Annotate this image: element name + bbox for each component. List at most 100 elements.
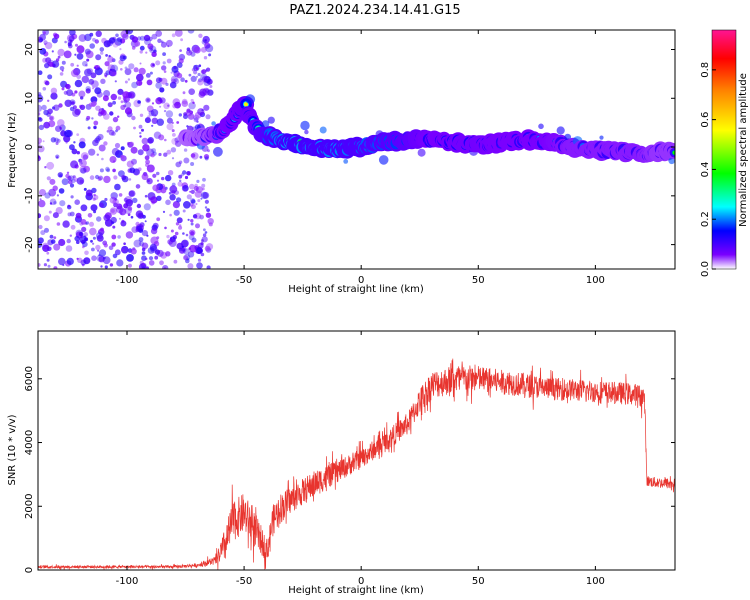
noise-speck [181, 245, 185, 249]
noise-speck [126, 254, 134, 262]
noise-speck [130, 248, 137, 255]
figure-title: PAZ1.2024.234.14.41.G15 [289, 3, 460, 18]
noise-speck [121, 248, 125, 253]
noise-speck [50, 87, 58, 95]
noise-speck [95, 174, 100, 180]
noise-speck [70, 62, 75, 67]
noise-speck [104, 72, 108, 77]
noise-speck [100, 265, 103, 268]
noise-speck [180, 38, 184, 42]
noise-speck [55, 125, 62, 132]
noise-speck [192, 214, 198, 219]
noise-speck [166, 58, 172, 64]
noise-speck [172, 201, 180, 209]
noise-speck [196, 179, 200, 183]
snr-y-label: SNR (10 * v/v) [7, 414, 18, 485]
noise-speck [83, 187, 87, 191]
noise-speck [52, 212, 59, 219]
noise-speck [120, 100, 124, 104]
noise-speck [145, 97, 151, 103]
noise-speck [91, 117, 94, 120]
snr-x-ticks: -100 -50 0 50 100 [116, 331, 605, 587]
noise-speck [117, 96, 122, 100]
noise-speck [188, 247, 191, 250]
ridge-speck [668, 157, 675, 165]
noise-speck [190, 75, 197, 82]
spectrogram-y-ticks: -20 -10 0 10 20 [24, 43, 675, 253]
noise-speck [186, 125, 189, 128]
noise-speck [167, 45, 170, 48]
ridge-speck [538, 123, 544, 130]
noise-speck [56, 222, 61, 226]
ridge-speck [599, 135, 604, 140]
noise-speck [200, 252, 205, 257]
noise-speck [98, 144, 106, 152]
noise-speck [52, 185, 58, 191]
noise-speck [132, 197, 138, 204]
noise-speck [186, 194, 192, 200]
noise-speck [190, 219, 194, 223]
noise-speck [69, 211, 75, 217]
noise-speck [43, 215, 50, 222]
noise-speck [76, 257, 79, 260]
noise-speck [204, 231, 208, 234]
noise-speck [46, 176, 51, 181]
noise-speck [196, 120, 199, 123]
noise-speck [92, 197, 96, 201]
noise-speck [91, 247, 95, 252]
noise-speck [38, 70, 43, 75]
noise-speck [67, 204, 71, 208]
noise-speck [44, 227, 49, 233]
noise-speck [104, 265, 108, 269]
noise-speck [191, 152, 199, 160]
noise-speck [74, 90, 78, 94]
noise-speck [139, 131, 142, 135]
noise-speck [195, 223, 200, 229]
noise-speck [185, 233, 189, 237]
noise-speck [74, 235, 80, 242]
noise-speck [139, 35, 145, 41]
noise-speck [110, 216, 117, 224]
noise-speck [163, 70, 167, 73]
noise-speck [204, 245, 211, 252]
noise-speck [148, 260, 155, 266]
noise-speck [57, 119, 65, 127]
noise-speck [80, 204, 88, 212]
noise-speck [38, 112, 41, 116]
noise-speck [208, 53, 212, 57]
ridge-cell [244, 102, 248, 107]
noise-speck [87, 213, 93, 218]
noise-speck [102, 95, 109, 102]
noise-speck [90, 72, 97, 79]
noise-speck [98, 175, 103, 181]
noise-speck [172, 133, 176, 137]
noise-speck [136, 203, 142, 209]
ridge-speck [300, 120, 310, 131]
noise-speck [93, 193, 96, 197]
noise-speckle-layer [38, 30, 214, 269]
noise-speck [146, 98, 150, 102]
spectral-ridge-layer [178, 94, 675, 165]
ridge-speck [211, 121, 216, 126]
noise-speck [173, 65, 177, 70]
noise-speck [105, 54, 108, 57]
noise-speck [124, 107, 133, 115]
noise-speck [181, 247, 186, 252]
noise-speck [156, 179, 160, 182]
noise-speck [95, 54, 102, 61]
noise-speck [121, 219, 125, 223]
noise-speck [120, 104, 126, 110]
noise-speck [150, 227, 158, 235]
noise-speck [133, 126, 136, 130]
noise-speck [93, 120, 99, 126]
noise-speck [95, 135, 102, 142]
snr-x-label: Height of straight line (km) [288, 585, 424, 596]
ridge-speck [417, 148, 426, 157]
noise-speck [187, 113, 195, 120]
noise-speck [61, 87, 65, 91]
noise-speck [174, 30, 183, 37]
noise-speck [139, 50, 143, 54]
noise-speck [49, 115, 55, 121]
ridge-speck [343, 159, 349, 164]
noise-speck [141, 230, 148, 237]
